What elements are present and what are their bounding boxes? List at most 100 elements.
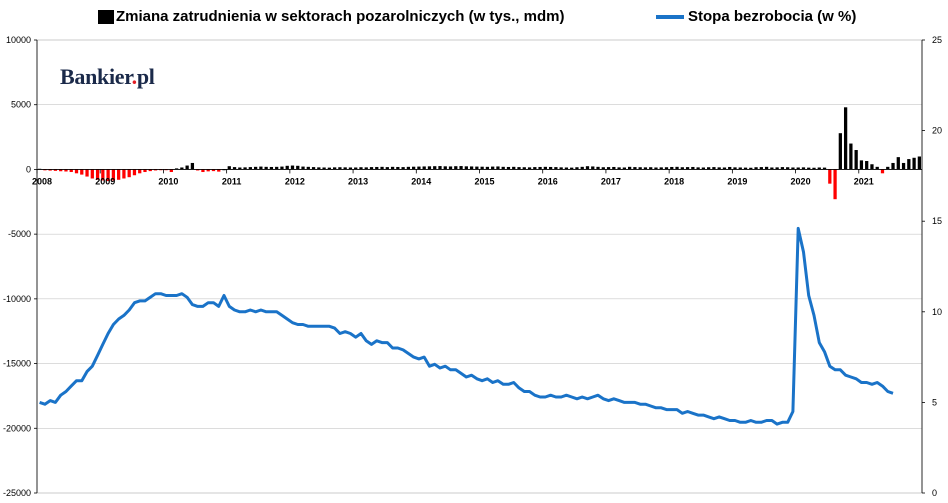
employment-bar [359, 167, 363, 170]
employment-bar [649, 167, 653, 170]
employment-bar [707, 167, 711, 170]
employment-bar [680, 167, 684, 170]
employment-bar [606, 167, 611, 170]
employment-bar [143, 169, 147, 173]
employment-bar [333, 167, 337, 170]
employment-bar [206, 169, 210, 172]
employment-bar [180, 167, 184, 170]
employment-bar [380, 166, 384, 170]
employment-bar [427, 166, 432, 170]
employment-bar [743, 167, 748, 170]
employment-bar [433, 166, 437, 170]
employment-bar [712, 167, 716, 170]
employment-bar [248, 167, 252, 170]
employment-bar [496, 166, 500, 170]
employment-bar [575, 167, 579, 170]
employment-bar [643, 167, 648, 170]
y-left-tick-label: -10000 [3, 294, 31, 304]
employment-bar [917, 156, 921, 170]
employment-bar [880, 169, 885, 174]
employment-bar [396, 166, 400, 170]
employment-bar [132, 169, 137, 176]
employment-bar [749, 167, 753, 170]
employment-bar [764, 166, 769, 170]
employment-bar [828, 169, 832, 184]
employment-bar [117, 169, 121, 180]
employment-bar [253, 166, 258, 170]
legend-unemployment-label: Stopa bezrobocia (w %) [688, 8, 857, 25]
employment-bar [817, 167, 821, 170]
employment-bar [865, 161, 869, 170]
employment-bar [311, 167, 316, 170]
employment-bar [385, 167, 389, 170]
x-tick-label: 2010 [158, 176, 178, 186]
y-left-tick-label: 0 [26, 164, 31, 174]
employment-bar [491, 166, 495, 170]
employment-bar [475, 166, 479, 170]
employment-bar [870, 164, 874, 170]
unemployment-line [39, 226, 894, 426]
y-left-tick-label: -20000 [3, 423, 31, 433]
employment-bar [901, 162, 906, 170]
employment-bar [459, 166, 463, 170]
employment-bar [543, 166, 547, 170]
employment-bar [348, 167, 353, 170]
employment-bar [780, 167, 785, 170]
y-left-tick-label: 10000 [6, 35, 31, 45]
employment-bar [101, 169, 105, 181]
employment-bar [796, 167, 800, 170]
employment-bar [675, 166, 679, 170]
employment-bar [327, 167, 331, 170]
employment-bar [654, 167, 658, 170]
employment-bar [412, 166, 416, 170]
employment-bar [227, 166, 231, 170]
y-right-tick-label: 5 [932, 397, 937, 407]
x-tick-label: 2015 [474, 176, 494, 186]
x-tick-label: 2020 [791, 176, 811, 186]
employment-bar [564, 167, 569, 170]
employment-bar [512, 166, 516, 170]
y-left-tick-label: -15000 [3, 359, 31, 369]
employment-bar [759, 167, 763, 170]
employment-bar [849, 143, 853, 170]
employment-bar [74, 169, 79, 174]
employment-bar [907, 159, 911, 170]
employment-bar [548, 166, 553, 170]
employment-bar [422, 166, 426, 170]
employment-bar [843, 107, 848, 170]
employment-bar [628, 166, 632, 170]
y-left-tick-label: 5000 [11, 100, 31, 110]
employment-bar [791, 167, 795, 170]
employment-bar [464, 166, 468, 170]
employment-bar [111, 169, 116, 181]
x-tick-label: 2018 [664, 176, 684, 186]
employment-bar [201, 169, 205, 173]
employment-bar [580, 166, 584, 170]
employment-bar [106, 169, 110, 182]
employment-bar [533, 167, 537, 170]
employment-bar [406, 166, 411, 170]
y-right-tick-label: 20 [932, 126, 942, 136]
employment-bar [438, 166, 442, 170]
legend-employment-label: Zmiana zatrudnienia w sektorach pozaroln… [116, 8, 565, 25]
employment-bar [775, 167, 779, 170]
employment-bar [369, 167, 374, 170]
employment-bar [443, 166, 447, 170]
employment-bar [638, 167, 642, 170]
employment-bar [701, 167, 706, 170]
x-tick-label: 2016 [538, 176, 558, 186]
employment-bar [591, 166, 595, 170]
employment-bar [664, 167, 669, 170]
employment-bar [43, 169, 47, 171]
employment-bar [322, 167, 326, 170]
employment-bar [633, 167, 637, 170]
employment-bar [469, 166, 474, 170]
employment-bar [717, 167, 721, 170]
employment-bar [875, 166, 879, 170]
employment-bar [53, 169, 58, 171]
y-right-tick-label: 25 [932, 35, 942, 45]
employment-bar [217, 169, 221, 172]
bankier-logo: Bankier.pl [60, 64, 155, 89]
